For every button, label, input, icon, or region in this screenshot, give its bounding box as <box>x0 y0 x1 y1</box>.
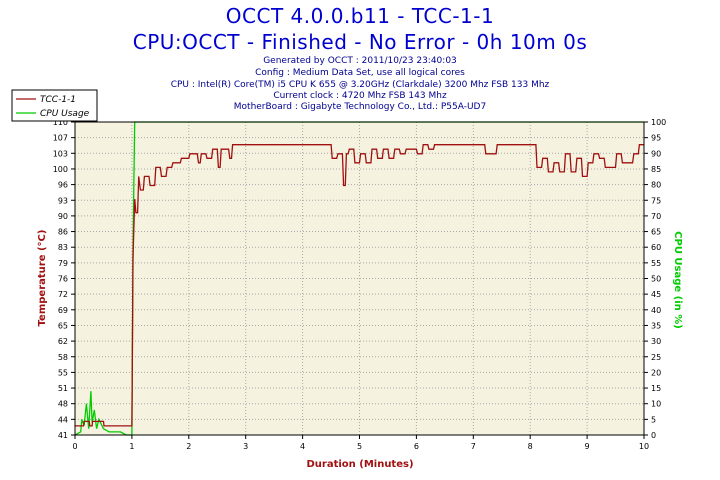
series-line-temperature <box>75 144 644 427</box>
y-tick-label: 55 <box>58 368 68 377</box>
y2-tick-label: 20 <box>651 368 661 377</box>
x-tick-label: 10 <box>639 442 649 451</box>
y-tick-label: 58 <box>58 353 68 362</box>
y2-tick-label: 80 <box>651 181 661 190</box>
y2-tick-label: 90 <box>651 149 661 158</box>
y2-tick-label: 95 <box>651 134 661 143</box>
info-config: Config : Medium Data Set, use all logica… <box>255 68 465 78</box>
y-tick-label: 79 <box>58 259 68 268</box>
x-tick-label: 7 <box>471 442 476 451</box>
y-tick-label: 103 <box>53 149 68 158</box>
y2-tick-label: 75 <box>651 196 661 205</box>
y-tick-label: 41 <box>58 431 68 440</box>
legend: TCC-1-1 CPU Usage <box>11 89 98 122</box>
y2-tick-label: 70 <box>651 212 661 221</box>
chart-title: OCCT 4.0.0.b11 - TCC-1-1 <box>225 4 495 28</box>
y-tick-label: 44 <box>58 415 68 424</box>
y-tick-label: 51 <box>58 384 68 393</box>
y-tick-label: 96 <box>58 181 68 190</box>
y-tick-label: 76 <box>58 275 68 284</box>
y-axis-label: Temperature (°C) <box>37 230 48 327</box>
y2-tick-label: 25 <box>651 353 661 362</box>
y-tick-label: 65 <box>58 321 68 330</box>
y2-tick-label: 5 <box>651 415 656 424</box>
y2-tick-label: 0 <box>651 431 656 440</box>
x-tick-label: 6 <box>414 442 419 451</box>
legend-label-cpu-usage: CPU Usage <box>40 109 90 119</box>
chart-subtitle: CPU:OCCT - Finished - No Error - 0h 10m … <box>132 30 588 54</box>
y2-tick-label: 65 <box>651 228 661 237</box>
y2-tick-label: 50 <box>651 275 661 284</box>
x-tick-label: 0 <box>72 442 77 451</box>
y-tick-label: 48 <box>58 400 68 409</box>
x-axis-label: Duration (Minutes) <box>306 459 413 470</box>
y-tick-label: 86 <box>58 228 68 237</box>
legend-label-temperature: TCC-1-1 <box>40 95 76 105</box>
x-tick-label: 4 <box>300 442 305 451</box>
y2-tick-label: 10 <box>651 400 661 409</box>
y2-tick-label: 55 <box>651 259 661 268</box>
y-tick-label: 83 <box>58 243 68 252</box>
info-motherboard: MotherBoard : Gigabyte Technology Co., L… <box>233 102 487 112</box>
y-tick-label: 62 <box>58 337 68 346</box>
y2-tick-label: 85 <box>651 165 661 174</box>
y-tick-label: 100 <box>53 165 68 174</box>
info-cpu: CPU : Intel(R) Core(TM) i5 CPU K 655 @ 3… <box>170 80 550 90</box>
y-tick-label: 90 <box>58 212 68 221</box>
y2-tick-label: 45 <box>651 290 661 299</box>
x-tick-label: 9 <box>585 442 590 451</box>
y-tick-label: 110 <box>53 118 68 127</box>
y2-tick-label: 100 <box>651 118 666 127</box>
legend-box <box>11 89 98 122</box>
y2-tick-label: 15 <box>651 384 661 393</box>
x-tick-label: 1 <box>129 442 134 451</box>
x-tick-label: 2 <box>186 442 191 451</box>
y-tick-label: 93 <box>58 196 68 205</box>
y-tick-label: 69 <box>58 306 68 315</box>
y2-tick-label: 40 <box>651 306 661 315</box>
y2-tick-label: 30 <box>651 337 661 346</box>
grid-lines <box>75 122 644 435</box>
y-tick-label: 107 <box>53 134 68 143</box>
x-tick-label: 8 <box>528 442 533 451</box>
y2-tick-label: 60 <box>651 243 661 252</box>
y2-axis-label: CPU Usage (in %) <box>672 231 683 329</box>
x-tick-label: 5 <box>357 442 362 451</box>
info-clock: Current clock : 4720 Mhz FSB 143 Mhz <box>273 91 447 101</box>
info-generated: Generated by OCCT : 2011/10/23 23:40:03 <box>263 56 457 66</box>
x-tick-label: 3 <box>243 442 248 451</box>
y2-tick-label: 35 <box>651 321 661 330</box>
y-tick-label: 72 <box>58 290 68 299</box>
